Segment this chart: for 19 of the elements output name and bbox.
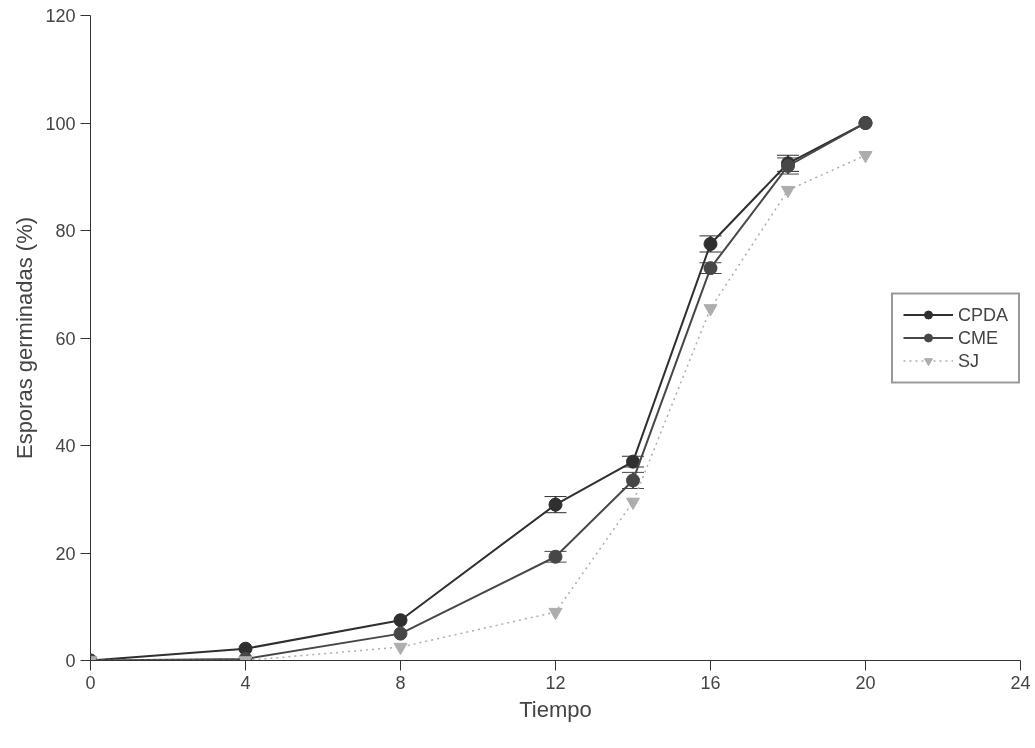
y-tick-label: 60 bbox=[55, 328, 76, 349]
x-tick-label: 4 bbox=[240, 672, 251, 693]
y-axis-title: Esporas germinadas (%) bbox=[12, 216, 38, 460]
x-axis-title: Tiempo bbox=[519, 696, 592, 722]
legend-label: SJ bbox=[957, 350, 979, 371]
x-tick-label: 16 bbox=[700, 672, 721, 693]
x-tick-label: 20 bbox=[855, 672, 876, 693]
x-tick-label: 0 bbox=[85, 672, 96, 693]
y-tick-label: 0 bbox=[65, 651, 76, 671]
y-tick-label: 80 bbox=[55, 221, 76, 241]
x-tick-label: 24 bbox=[1010, 672, 1031, 693]
y-tick-label: 100 bbox=[45, 113, 76, 134]
x-tick-label: 8 bbox=[395, 672, 406, 693]
y-tick-label: 120 bbox=[45, 6, 76, 26]
y-tick-label: 40 bbox=[55, 436, 76, 456]
legend-label: CPDA bbox=[957, 304, 1008, 325]
x-tick-label: 12 bbox=[545, 672, 566, 693]
legend-label: CME bbox=[957, 327, 998, 348]
y-tick-label: 20 bbox=[55, 543, 76, 564]
